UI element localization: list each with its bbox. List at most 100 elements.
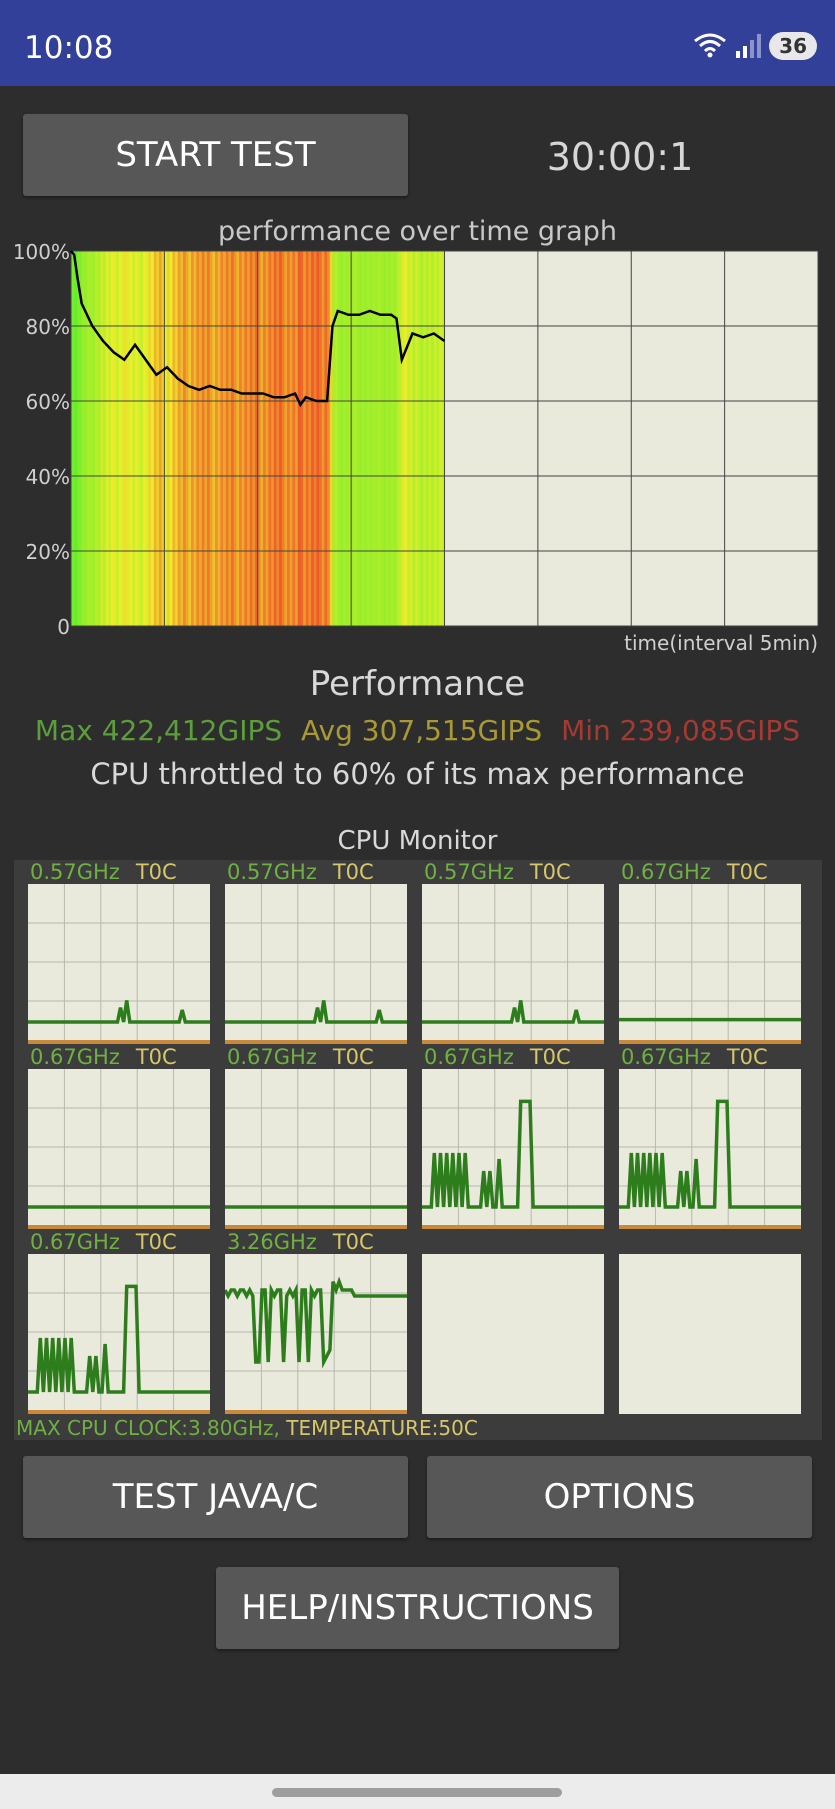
- performance-fill: [119, 251, 123, 626]
- cpu-load-line: [28, 1284, 210, 1394]
- performance-fill: [92, 251, 96, 626]
- performance-fill: [300, 251, 304, 626]
- performance-fill: [303, 251, 307, 626]
- performance-fill: [113, 251, 117, 626]
- cpu-load-line: [225, 1000, 407, 1024]
- cpu-core-label: 0.67GHz T0C: [30, 1230, 177, 1254]
- performance-fill: [175, 251, 179, 626]
- performance-graph: 100% 80% 60% 40% 20% 0 time(interval 5min): [13, 240, 819, 655]
- cpu-core-temperature: T0C: [726, 860, 768, 884]
- cpu-core-frequency: 0.57GHz: [30, 860, 120, 884]
- performance-fill: [433, 251, 438, 626]
- options-button[interactable]: OPTIONS: [427, 1456, 812, 1538]
- performance-fill: [279, 251, 283, 626]
- cpu-core-label: 0.67GHz T0C: [227, 1045, 374, 1069]
- performance-fill: [284, 251, 288, 626]
- performance-fill: [393, 251, 398, 626]
- performance-fill: [396, 251, 400, 626]
- performance-fill: [97, 251, 101, 626]
- performance-fill: [225, 251, 230, 626]
- performance-fill: [145, 251, 149, 626]
- performance-fill: [321, 251, 326, 626]
- performance-fill: [399, 251, 403, 626]
- performance-fill: [188, 251, 192, 626]
- performance-fill: [385, 251, 390, 626]
- performance-fill: [311, 251, 315, 626]
- start-test-button[interactable]: START TEST: [23, 114, 408, 196]
- cpu-graph-background: [619, 1254, 801, 1414]
- performance-stats: Max 422,412GIPS Avg 307,515GIPS Min 239,…: [0, 714, 835, 747]
- performance-fill: [335, 251, 339, 626]
- cpu-core-graph: [619, 1069, 801, 1229]
- performance-fill: [313, 251, 318, 626]
- performance-fill: [87, 251, 91, 626]
- cpu-core-frequency: 0.67GHz: [621, 1045, 711, 1069]
- performance-fill: [319, 251, 323, 626]
- signal-icon: [736, 34, 762, 58]
- performance-fill: [151, 251, 155, 626]
- performance-fill: [137, 251, 141, 626]
- cpu-core-graph: [225, 884, 407, 1044]
- performance-fill: [241, 251, 246, 626]
- performance-fill: [185, 251, 189, 626]
- test-java-c-button[interactable]: TEST JAVA/C: [23, 1456, 408, 1538]
- performance-fill: [233, 251, 238, 626]
- performance-fill: [129, 251, 133, 626]
- y-tick-label: 60%: [26, 390, 70, 414]
- performance-fill: [140, 251, 144, 626]
- cpu-temp-bar: [28, 1225, 210, 1229]
- cpu-graph-background: [422, 1254, 604, 1414]
- x-axis-label: time(interval 5min): [624, 631, 818, 655]
- performance-fill: [417, 251, 422, 626]
- performance-fill: [415, 251, 419, 626]
- cpu-core-graph: [225, 1254, 407, 1414]
- performance-fill: [239, 251, 243, 626]
- performance-fill: [345, 251, 350, 626]
- performance-fill: [159, 251, 163, 626]
- status-time: 10:08: [24, 30, 114, 66]
- cpu-core-temperature: T0C: [726, 1045, 768, 1069]
- cpu-core-frequency: 0.67GHz: [227, 1045, 317, 1069]
- performance-fill: [372, 251, 376, 626]
- performance-fill: [412, 251, 416, 626]
- cpu-load-line: [225, 1276, 407, 1369]
- performance-fill: [143, 251, 147, 626]
- cpu-core-frequency: 0.57GHz: [227, 860, 317, 884]
- cpu-load-line: [422, 1099, 604, 1209]
- performance-fill: [111, 251, 115, 626]
- performance-fill: [324, 251, 328, 626]
- performance-fill: [105, 251, 109, 626]
- performance-fill: [348, 251, 352, 626]
- performance-fill: [263, 251, 267, 626]
- status-bar: 10:08 36: [0, 0, 835, 86]
- performance-fill: [196, 251, 200, 626]
- performance-fill: [353, 251, 358, 626]
- max-gips: Max 422,412GIPS: [34, 714, 283, 747]
- performance-fill: [228, 251, 232, 626]
- performance-fill: [271, 251, 275, 626]
- performance-fill: [268, 251, 272, 626]
- cpu-core-label: 0.67GHz T0C: [621, 860, 768, 884]
- cpu-core-graph: [619, 1254, 801, 1414]
- performance-fill: [252, 251, 256, 626]
- performance-fill: [436, 251, 440, 626]
- performance-fill: [276, 251, 280, 626]
- performance-fill: [135, 251, 139, 626]
- performance-fill: [377, 251, 382, 626]
- performance-fill: [81, 251, 85, 626]
- cpu-core-graph: [422, 884, 604, 1044]
- cpu-core-label: 0.67GHz T0C: [621, 1045, 768, 1069]
- performance-fill: [71, 251, 75, 626]
- cpu-core-frequency: 0.67GHz: [621, 860, 711, 884]
- performance-fill: [164, 251, 168, 626]
- cpu-core-label: 0.57GHz T0C: [30, 860, 177, 884]
- performance-fill: [247, 251, 251, 626]
- performance-fill: [84, 251, 88, 626]
- performance-fill: [332, 251, 336, 626]
- home-gesture-bar[interactable]: [272, 1788, 562, 1797]
- performance-fill: [367, 251, 371, 626]
- cpu-core-frequency: 0.67GHz: [30, 1045, 120, 1069]
- help-instructions-button[interactable]: HELP/INSTRUCTIONS: [216, 1567, 619, 1649]
- cpu-temp-bar: [619, 1040, 801, 1044]
- performance-fill: [217, 251, 221, 626]
